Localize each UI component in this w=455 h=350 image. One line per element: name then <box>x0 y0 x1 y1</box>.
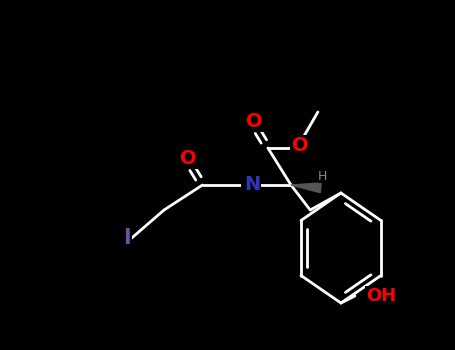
Text: I: I <box>123 228 131 248</box>
Text: O: O <box>180 148 197 168</box>
Text: N: N <box>244 175 260 195</box>
Text: OH: OH <box>366 287 397 305</box>
Text: O: O <box>246 112 262 131</box>
Text: O: O <box>292 136 308 155</box>
Polygon shape <box>291 183 321 193</box>
Text: H: H <box>242 177 252 190</box>
Text: H: H <box>318 170 327 183</box>
